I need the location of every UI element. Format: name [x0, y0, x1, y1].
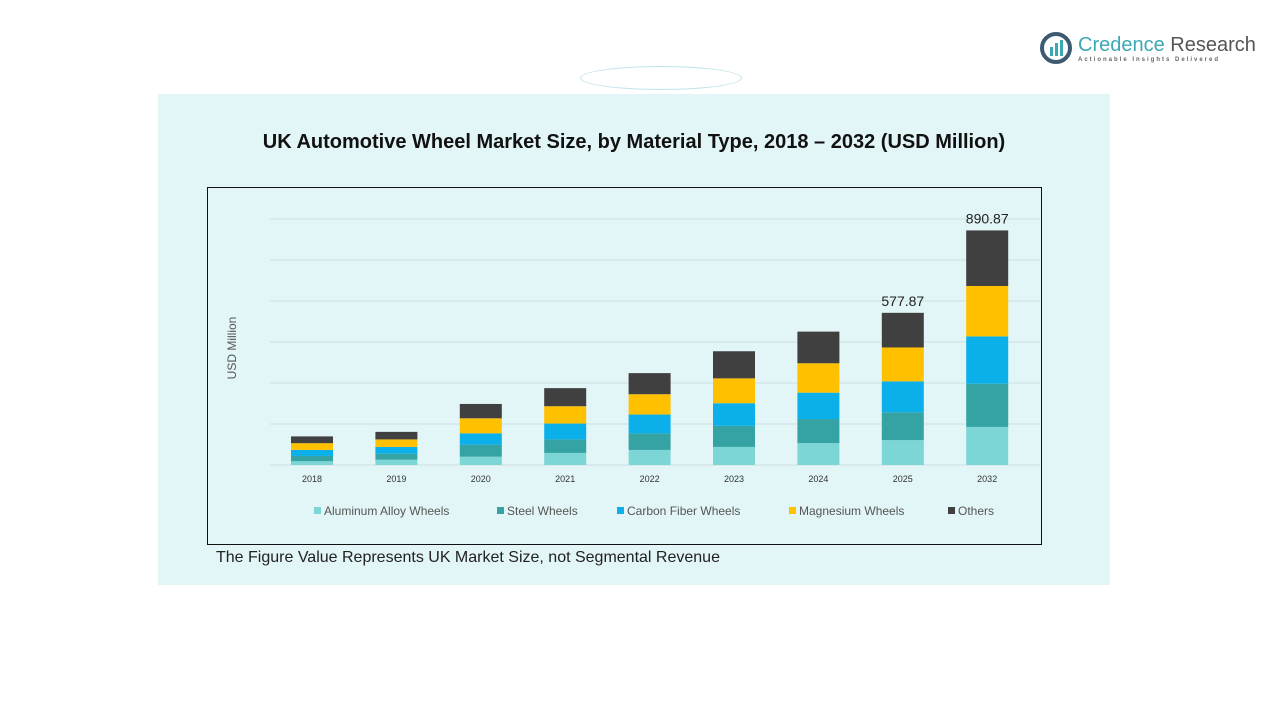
legend-label: Magnesium Wheels [799, 504, 904, 518]
x-tick-label: 2024 [808, 474, 828, 484]
bar-segment [459, 433, 502, 445]
bar-segment [881, 312, 924, 348]
legend-swatch [617, 507, 624, 514]
chart-title: UK Automotive Wheel Market Size, by Mate… [262, 131, 1006, 153]
bar-segment [797, 331, 840, 364]
bar-segment [544, 439, 587, 453]
brand-name: Credence Research [1078, 33, 1256, 56]
data-label: 890.87 [966, 210, 1009, 226]
legend-label: Aluminum Alloy Wheels [324, 504, 449, 518]
bar-segment [628, 449, 671, 465]
bar-segment [628, 394, 671, 415]
data-label: 577.87 [881, 293, 924, 309]
x-tick-label: 2025 [893, 474, 913, 484]
bar-segment [966, 230, 1009, 286]
brand-tagline: Actionable Insights Delivered [1078, 56, 1221, 63]
bar-segment [375, 439, 418, 447]
bar-segment [797, 419, 840, 444]
bar-segment [291, 455, 333, 462]
bar-segment [881, 347, 924, 382]
bar-segment [628, 433, 671, 450]
bar-segment [881, 381, 924, 413]
x-tick-label: 2019 [386, 474, 406, 484]
logo-icon [1040, 32, 1072, 64]
x-tick-label: 2023 [724, 474, 744, 484]
y-axis-label: USD Million [225, 317, 239, 380]
bar-segment [797, 443, 840, 465]
decorative-shape [580, 66, 742, 90]
footnote: The Figure Value Represents UK Market Si… [216, 549, 720, 566]
legend-swatch [314, 507, 321, 514]
x-tick-label: 2020 [471, 474, 491, 484]
legend-swatch [948, 507, 955, 514]
bar-segment [713, 403, 755, 426]
bar-segment [797, 363, 840, 393]
bar-segment [544, 423, 587, 440]
legend-label: Carbon Fiber Wheels [627, 504, 740, 518]
bar-segment [291, 443, 333, 450]
legend-label: Steel Wheels [507, 504, 578, 518]
bar-segment [459, 444, 502, 457]
bar-segment [881, 440, 924, 465]
bar-segment [966, 285, 1009, 337]
bar-segment [375, 431, 418, 440]
x-tick-label: 2018 [302, 474, 322, 484]
bar-segment [713, 425, 755, 447]
bar-segment [291, 436, 333, 444]
bar-segment [459, 418, 502, 434]
bar-segment [375, 446, 418, 454]
bar-segment [628, 373, 671, 395]
bar-segment [797, 392, 840, 420]
x-tick-label: 2032 [977, 474, 997, 484]
legend-swatch [789, 507, 796, 514]
bar-segment [459, 456, 502, 465]
bar-segment [713, 351, 755, 379]
bar-segment [628, 414, 671, 434]
chart-panel [158, 94, 1110, 585]
bar-segment [713, 378, 755, 404]
legend-swatch [497, 507, 504, 514]
bar-segment [375, 453, 418, 460]
bar-segment [459, 403, 502, 419]
bar-segment [544, 406, 587, 424]
bar-segment [291, 461, 333, 465]
bar-segment [966, 383, 1009, 427]
bar-segment [713, 446, 755, 465]
bar-segment [881, 412, 924, 441]
bar-segment [966, 336, 1009, 384]
bar-segment [291, 449, 333, 456]
legend-label: Others [958, 504, 994, 518]
bar-segment [966, 426, 1009, 465]
x-tick-label: 2021 [555, 474, 575, 484]
chart-frame [207, 187, 1042, 545]
bar-segment [375, 459, 418, 465]
x-tick-label: 2022 [640, 474, 660, 484]
brand-logo: Credence Research Actionable Insights De… [1040, 32, 1256, 64]
bar-segment [544, 388, 587, 407]
bar-segment [544, 452, 587, 465]
